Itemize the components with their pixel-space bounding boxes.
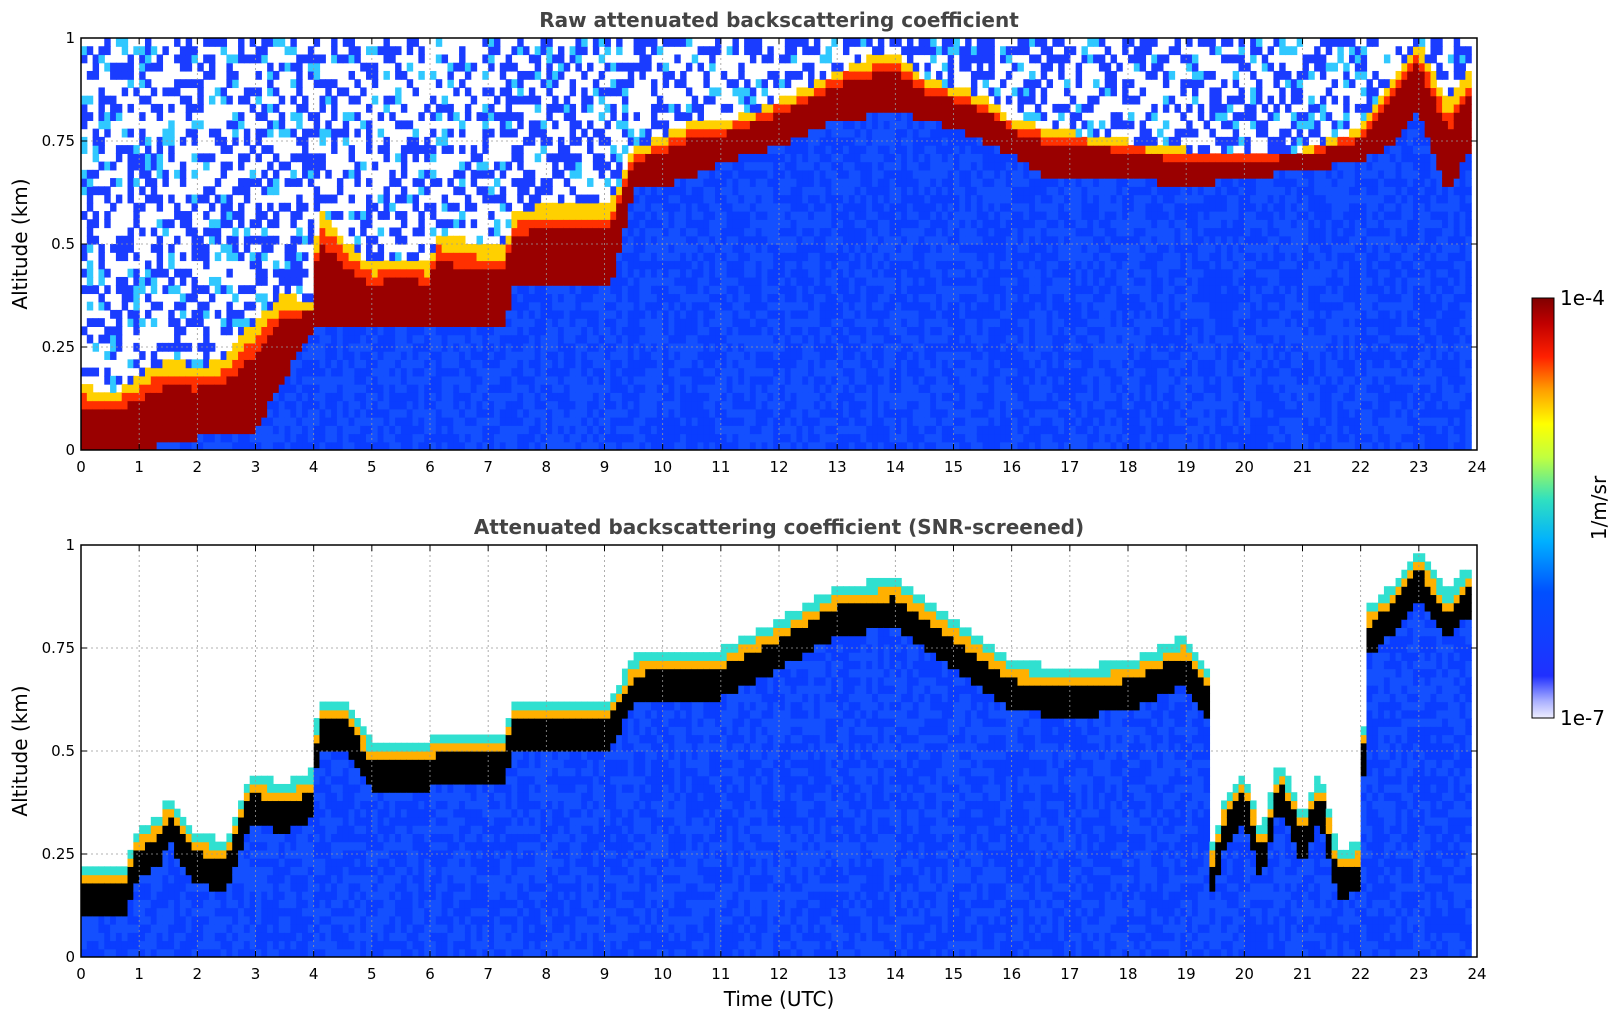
x-tick-label: 8 xyxy=(542,965,552,983)
y-tick-label: 0.5 xyxy=(51,742,75,760)
x-tick-label: 6 xyxy=(425,458,435,476)
y-tick-label: 0.5 xyxy=(51,235,75,253)
x-tick-label: 9 xyxy=(600,965,610,983)
y-tick-label: 0 xyxy=(65,948,75,966)
y-tick-label: 0.25 xyxy=(42,338,75,356)
panel-raw: Raw attenuated backscattering coefficien… xyxy=(8,8,1487,476)
grid-screened xyxy=(81,545,1477,957)
colorbar-unit-label: 1/m/sr xyxy=(1587,475,1611,540)
x-tick-label: 24 xyxy=(1467,458,1486,476)
colorbar-gradient xyxy=(1531,297,1555,719)
x-tick-label: 22 xyxy=(1351,965,1370,983)
y-tick-label: 0.75 xyxy=(42,639,75,657)
x-tick-label: 2 xyxy=(193,458,203,476)
x-axis-screened: 0 1 2 3 4 5 6 7 8 9 10 11 12 13 14 15 16 17 18 19 20 21 22 23 24 xyxy=(76,545,1487,983)
heatmap-screened xyxy=(81,553,1472,957)
x-tick-label: 19 xyxy=(1177,965,1196,983)
x-tick-label: 14 xyxy=(886,965,905,983)
grid-raw xyxy=(81,38,1477,450)
x-tick-label: 7 xyxy=(483,965,493,983)
x-tick-label: 17 xyxy=(1060,965,1079,983)
x-tick-label: 19 xyxy=(1177,458,1196,476)
x-tick-label: 16 xyxy=(1002,458,1021,476)
y-tick-label: 0.75 xyxy=(42,132,75,150)
y-axis-raw: 0 0.25 0.5 0.75 1 xyxy=(42,29,1477,459)
x-tick-label: 6 xyxy=(425,965,435,983)
y-tick-label: 0.25 xyxy=(42,845,75,863)
x-tick-label: 3 xyxy=(251,458,261,476)
y-axis-label-raw: Altitude (km) xyxy=(8,178,32,309)
x-tick-label: 11 xyxy=(711,458,730,476)
x-tick-label: 21 xyxy=(1293,965,1312,983)
panel-raw-title: Raw attenuated backscattering coefficien… xyxy=(539,8,1019,32)
y-axis-label-screened: Altitude (km) xyxy=(8,685,32,816)
x-tick-label: 10 xyxy=(653,458,672,476)
x-tick-label: 18 xyxy=(1118,458,1137,476)
x-tick-label: 4 xyxy=(309,965,319,983)
x-tick-label: 0 xyxy=(76,965,86,983)
x-tick-label: 20 xyxy=(1235,965,1254,983)
colorbar-max-label: 1e-4 xyxy=(1560,286,1605,310)
x-tick-label: 2 xyxy=(193,965,203,983)
x-tick-label: 1 xyxy=(134,965,144,983)
x-tick-label: 5 xyxy=(367,965,377,983)
colorbar-min-label: 1e-7 xyxy=(1560,706,1605,730)
y-tick-label: 1 xyxy=(65,29,75,47)
y-tick-label: 0 xyxy=(65,441,75,459)
x-tick-label: 11 xyxy=(711,965,730,983)
x-tick-label: 23 xyxy=(1409,965,1428,983)
x-tick-label: 12 xyxy=(769,965,788,983)
y-axis-screened: 0 0.25 0.5 0.75 1 xyxy=(42,536,1477,966)
x-axis-label: Time (UTC) xyxy=(723,987,835,1011)
x-tick-label: 13 xyxy=(828,458,847,476)
x-tick-label: 22 xyxy=(1351,458,1370,476)
x-tick-label: 12 xyxy=(769,458,788,476)
x-tick-label: 17 xyxy=(1060,458,1079,476)
x-tick-label: 23 xyxy=(1409,458,1428,476)
x-tick-label: 15 xyxy=(944,458,963,476)
x-tick-label: 9 xyxy=(600,458,610,476)
x-axis-raw: 0 1 2 3 4 5 6 7 8 9 10 11 12 13 14 15 16 17 18 19 20 21 22 23 24 xyxy=(76,38,1487,476)
x-tick-label: 5 xyxy=(367,458,377,476)
x-tick-label: 7 xyxy=(483,458,493,476)
panel-screened-title: Attenuated backscattering coefficient (S… xyxy=(474,515,1084,539)
x-tick-label: 20 xyxy=(1235,458,1254,476)
panel-screened: Attenuated backscattering coefficient (S… xyxy=(8,515,1487,1011)
x-tick-label: 21 xyxy=(1293,458,1312,476)
x-tick-label: 18 xyxy=(1118,965,1137,983)
y-tick-label: 1 xyxy=(65,536,75,554)
x-tick-label: 0 xyxy=(76,458,86,476)
x-tick-label: 3 xyxy=(251,965,261,983)
x-tick-label: 1 xyxy=(134,458,144,476)
x-tick-label: 14 xyxy=(886,458,905,476)
x-tick-label: 15 xyxy=(944,965,963,983)
x-tick-label: 4 xyxy=(309,458,319,476)
heatmap-raw xyxy=(81,38,1472,450)
x-tick-label: 13 xyxy=(828,965,847,983)
x-tick-label: 8 xyxy=(542,458,552,476)
x-tick-label: 16 xyxy=(1002,965,1021,983)
x-tick-label: 10 xyxy=(653,965,672,983)
colorbar: 1e-4 1e-7 1/m/sr xyxy=(1531,286,1611,730)
x-tick-label: 24 xyxy=(1467,965,1486,983)
